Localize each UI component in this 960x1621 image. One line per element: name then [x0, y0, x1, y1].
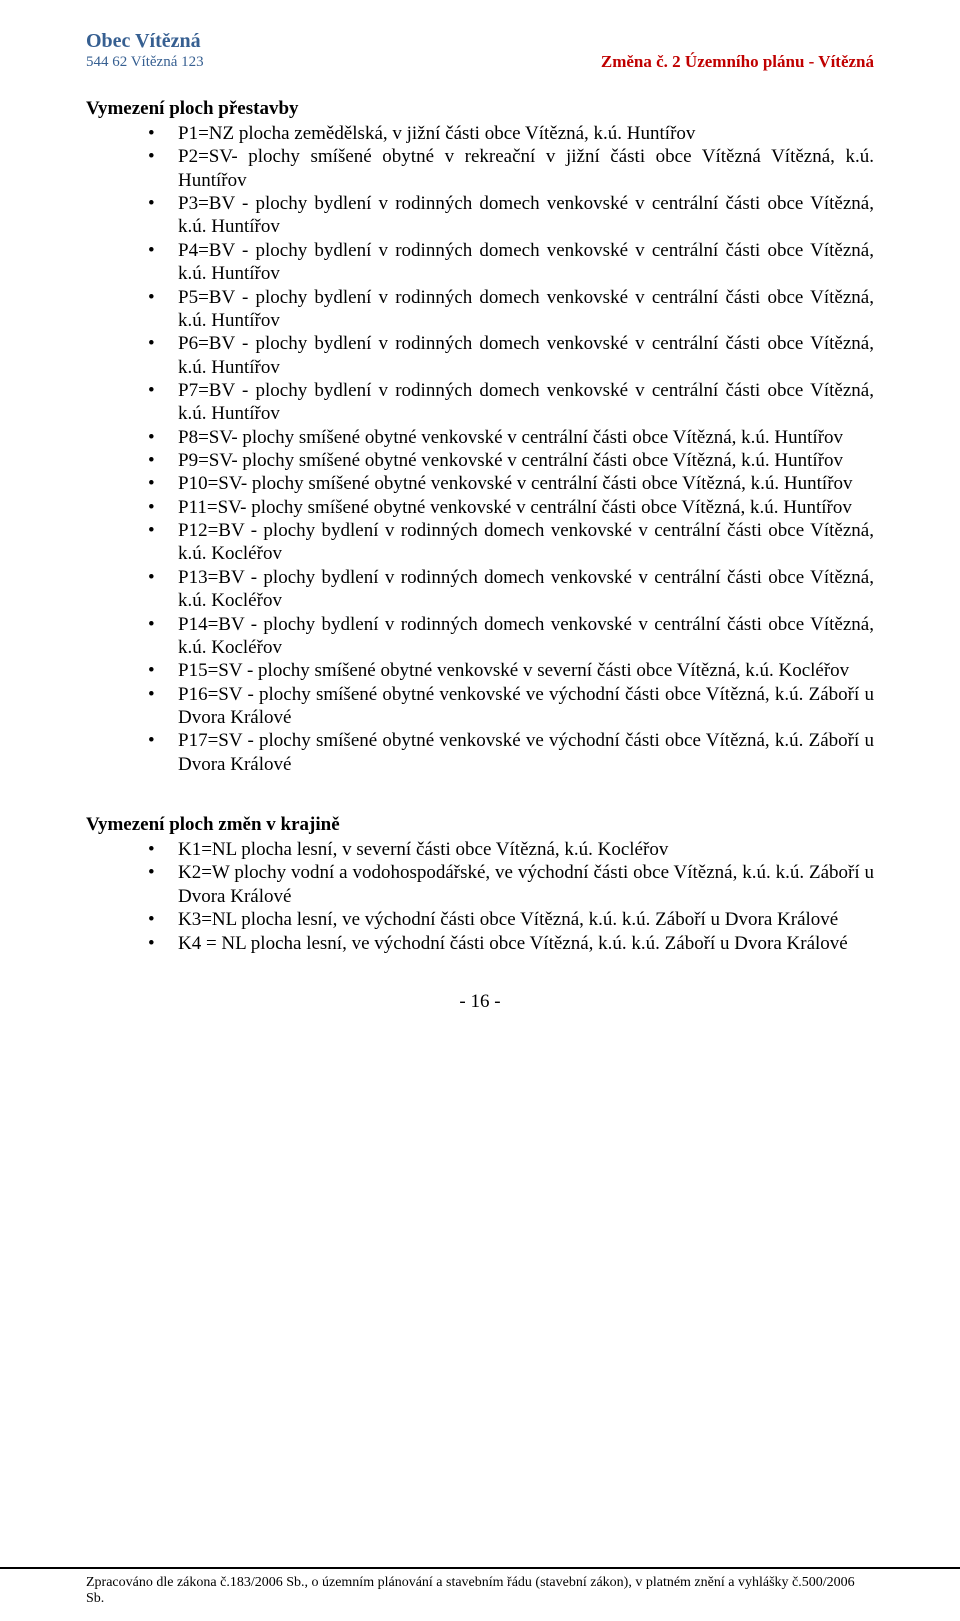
section1-title: Vymezení ploch přestavby — [86, 98, 874, 120]
list-item: P2=SV- plochy smíšené obytné v rekreační… — [178, 145, 874, 192]
section2-title: Vymezení ploch změn v krajině — [86, 814, 874, 836]
section1-list: P1=NZ plocha zemědělská, v jižní části o… — [86, 122, 874, 776]
section-gap — [86, 776, 874, 806]
list-item: P15=SV - plochy smíšené obytné venkovské… — [178, 659, 874, 682]
list-item: P11=SV- plochy smíšené obytné venkovské … — [178, 496, 874, 519]
header-left: Obec Vítězná 544 62 Vítězná 123 — [86, 30, 204, 71]
list-item: P8=SV- plochy smíšené obytné venkovské v… — [178, 426, 874, 449]
page: Obec Vítězná 544 62 Vítězná 123 Změna č.… — [0, 0, 960, 1621]
list-item: P3=BV - plochy bydlení v rodinných domec… — [178, 192, 874, 239]
list-item: P1=NZ plocha zemědělská, v jižní části o… — [178, 122, 874, 145]
page-number: - 16 - — [86, 991, 874, 1013]
page-header: Obec Vítězná 544 62 Vítězná 123 Změna č.… — [86, 30, 874, 72]
page-footer: Zpracováno dle zákona č.183/2006 Sb., o … — [0, 1567, 960, 1621]
list-item: P12=BV - plochy bydlení v rodinných dome… — [178, 519, 874, 566]
list-item: K2=W plochy vodní a vodohospodářské, ve … — [178, 861, 874, 908]
list-item: P13=BV - plochy bydlení v rodinných dome… — [178, 566, 874, 613]
list-item: K1=NL plocha lesní, v severní části obce… — [178, 838, 874, 861]
list-item: P5=BV - plochy bydlení v rodinných domec… — [178, 286, 874, 333]
header-right: Změna č. 2 Územního plánu - Vítězná — [601, 52, 874, 72]
list-item: P4=BV - plochy bydlení v rodinných domec… — [178, 239, 874, 286]
list-item: K3=NL plocha lesní, ve východní části ob… — [178, 908, 874, 931]
list-item: P10=SV- plochy smíšené obytné venkovské … — [178, 472, 874, 495]
list-item: P7=BV - plochy bydlení v rodinných domec… — [178, 379, 874, 426]
list-item: P6=BV - plochy bydlení v rodinných domec… — [178, 332, 874, 379]
list-item: P17=SV - plochy smíšené obytné venkovské… — [178, 729, 874, 776]
list-item: P14=BV - plochy bydlení v rodinných dome… — [178, 613, 874, 660]
list-item: P16=SV - plochy smíšené obytné venkovské… — [178, 683, 874, 730]
org-name: Obec Vítězná — [86, 30, 204, 53]
list-item: P9=SV- plochy smíšené obytné venkovské v… — [178, 449, 874, 472]
section2-list: K1=NL plocha lesní, v severní části obce… — [86, 838, 874, 955]
list-item: K4 = NL plocha lesní, ve východní části … — [178, 932, 874, 955]
org-address: 544 62 Vítězná 123 — [86, 53, 204, 71]
